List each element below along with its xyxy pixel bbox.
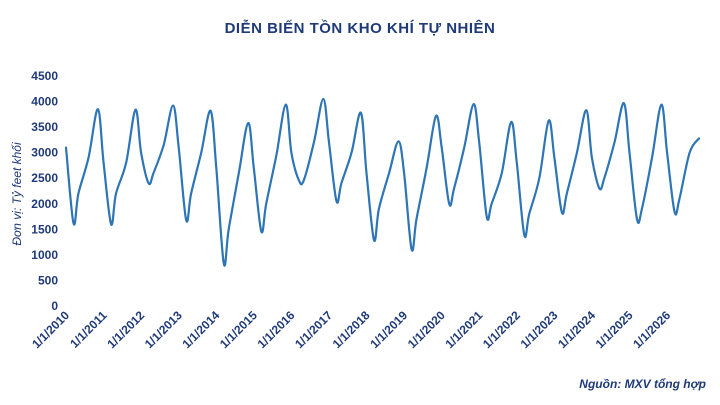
- y-axis-label: Đơn vị: Tỷ feet khối: [10, 142, 24, 246]
- x-tick-label: 1/1/2011: [67, 308, 110, 351]
- y-tick-label: 2500: [31, 171, 58, 185]
- y-tick-label: 1500: [31, 222, 58, 236]
- y-tick-label: 3500: [31, 120, 58, 134]
- x-tick-label: 1/1/2026: [630, 308, 673, 351]
- x-tick-label: 1/1/2019: [367, 308, 410, 351]
- x-tick-label: 1/1/2015: [217, 308, 260, 351]
- x-tick-label: 1/1/2013: [142, 308, 185, 351]
- y-tick-label: 0: [51, 299, 58, 313]
- source-note: Nguồn: MXV tổng hợp: [579, 377, 706, 391]
- x-tick-label: 1/1/2022: [480, 308, 523, 351]
- x-tick-label: 1/1/2010: [29, 308, 72, 351]
- y-tick-label: 4000: [31, 95, 58, 109]
- chart-title: DIỄN BIẾN TỒN KHO KHÍ TỰ NHIÊN: [224, 20, 496, 37]
- x-tick-label: 1/1/2018: [330, 308, 373, 351]
- x-tick-label: 1/1/2014: [179, 308, 222, 351]
- x-tick-label: 1/1/2023: [518, 308, 561, 351]
- y-tick-label: 3000: [31, 146, 58, 160]
- x-tick-label: 1/1/2017: [292, 308, 335, 351]
- x-tick-label: 1/1/2012: [104, 308, 147, 351]
- y-tick-label: 4500: [31, 69, 58, 83]
- x-tick-label: 1/1/2024: [555, 308, 598, 351]
- series-line: [64, 97, 701, 267]
- y-tick-label: 1000: [31, 248, 58, 262]
- y-tick-label: 500: [38, 273, 58, 287]
- x-tick-label: 1/1/2020: [405, 308, 448, 351]
- x-tick-label: 1/1/2025: [593, 308, 636, 351]
- x-tick-label: 1/1/2016: [255, 308, 298, 351]
- x-tick-label: 1/1/2021: [442, 308, 485, 351]
- y-tick-label: 2000: [31, 197, 58, 211]
